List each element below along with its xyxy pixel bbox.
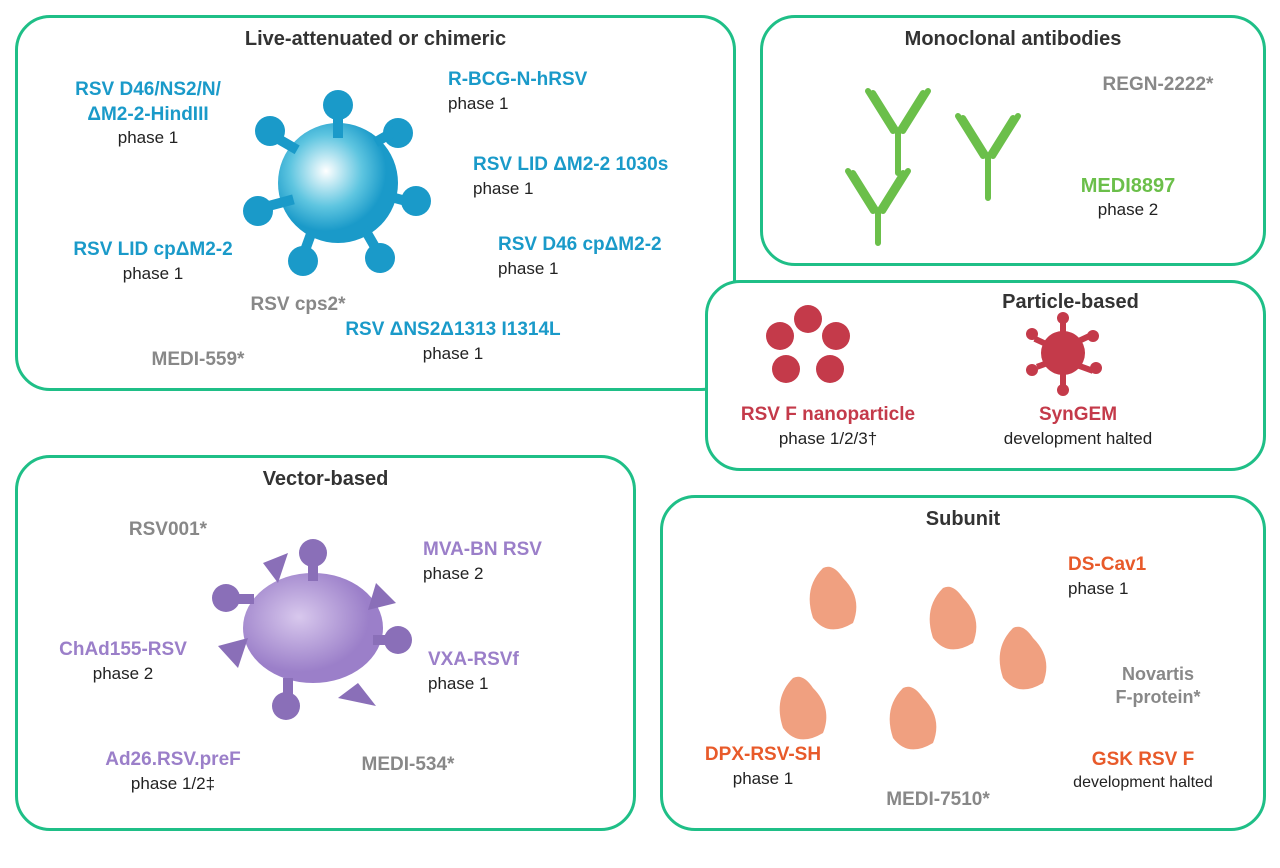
item-vxarsvf: VXA-RSVf phase 1 xyxy=(428,648,588,695)
item-rsvf-nano: RSV F nanoparticle phase 1/2/3† xyxy=(718,403,938,450)
panel-particle: Particle-based RSV F nanoparticle phase … xyxy=(705,280,1266,471)
panel-title-live: Live-attenuated or chimeric xyxy=(18,28,733,51)
item-medi7510: MEDI-7510* xyxy=(858,788,1018,813)
item-ad26: Ad26.RSV.preF phase 1/2‡ xyxy=(73,748,273,795)
item-chad155: ChAd155-RSV phase 2 xyxy=(33,638,213,685)
item-rbcg: R-BCG-N-hRSV phase 1 xyxy=(448,68,648,115)
item-mvabn: MVA-BN RSV phase 2 xyxy=(423,538,603,585)
item-rsv001: RSV001* xyxy=(103,518,233,543)
item-dpx: DPX-RSV-SH phase 1 xyxy=(673,743,853,790)
item-rsv-ns2-1313: RSV ΔNS2Δ1313 I1314L phase 1 xyxy=(318,318,588,365)
panel-title-subunit: Subunit xyxy=(663,508,1263,531)
item-regn2222: REGN-2222* xyxy=(1073,73,1243,98)
item-rsv-d46-cp: RSV D46 cpΔM2-2 phase 1 xyxy=(498,233,718,280)
item-novartis: Novartis F-protein* xyxy=(1083,663,1233,710)
item-rsv-lid-1030s: RSV LID ΔM2-2 1030s phase 1 xyxy=(473,153,723,200)
item-rsv-lid-cp: RSV LID cpΔM2-2 phase 1 xyxy=(48,238,258,285)
item-medi8897: MEDI8897 phase 2 xyxy=(1043,173,1213,221)
item-medi559: MEDI-559* xyxy=(118,348,278,373)
antibody-icon xyxy=(813,63,1033,243)
panel-live-attenuated: Live-attenuated or chimeric RSV D46/NS2/… xyxy=(15,15,736,391)
nanoparticle-icon xyxy=(758,301,858,401)
teardrop-icons xyxy=(743,538,1093,768)
spiky-particle-icon xyxy=(1018,308,1108,398)
item-medi534: MEDI-534* xyxy=(328,753,488,778)
panel-mab: Monoclonal antibodies REGN-2222* MEDI889… xyxy=(760,15,1266,266)
virus-icon-live xyxy=(238,83,438,283)
item-rsv-cps2: RSV cps2* xyxy=(238,293,358,318)
item-syngem: SynGEM development halted xyxy=(963,403,1193,450)
panel-title-vector: Vector-based xyxy=(18,468,633,491)
item-rsv-d46-ns2: RSV D46/NS2/N/ ΔM2-2-HindIII phase 1 xyxy=(48,78,248,149)
panel-vector: Vector-based RSV001* MVA-BN RSV phase 2 … xyxy=(15,455,636,831)
panel-title-mab: Monoclonal antibodies xyxy=(763,28,1263,51)
virus-icon-vector xyxy=(208,528,418,728)
item-gsk: GSK RSV F development halted xyxy=(1033,748,1253,793)
item-dscav1: DS-Cav1 phase 1 xyxy=(1068,553,1218,600)
panel-subunit: Subunit DS-Cav1 phase 1 DPX-RSV-SH phase… xyxy=(660,495,1266,831)
